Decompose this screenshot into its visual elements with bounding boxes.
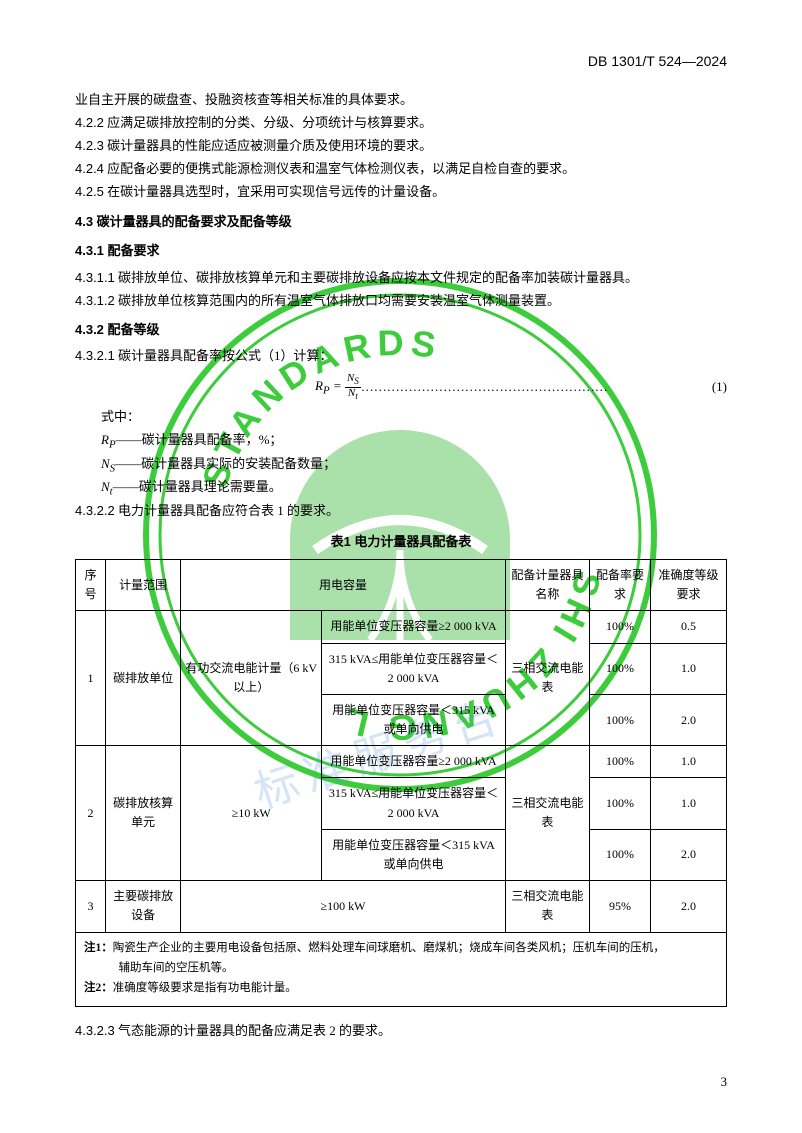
clause-4-3-2-2: 4.3.2.2 电力计量器具配备应符合表 1 的要求。 — [75, 501, 727, 522]
col-scope: 计量范围 — [106, 559, 181, 610]
note-1-cont: 辅助车间的空压机等。 — [84, 959, 718, 977]
intro-continuation: 业自主开展的碳盘查、投融资核查等相关标准的具体要求。 — [75, 90, 727, 111]
clause-4-3-1-2: 4.3.1.2 碳排放单位核算范围内的所有温室气体排放口均需要安装温室气体测量装… — [75, 291, 727, 312]
clause-4-2-3: 4.2.3 碳计量器具的性能应适应被测量介质及使用环境的要求。 — [75, 136, 727, 157]
table1-title: 表1 电力计量器具配备表 — [75, 532, 727, 553]
clause-4-2-5: 4.2.5 在碳计量器具选型时，宜采用可实现信号远传的计量设备。 — [75, 182, 727, 203]
clause-4-2-4: 4.2.4 应配备必要的便携式能源检测仪表和温室气体检测仪表，以满足自检自查的要… — [75, 159, 727, 180]
col-capacity: 用电容量 — [181, 559, 506, 610]
page-number: 3 — [721, 1072, 728, 1093]
heading-4-3-1: 4.3.1 配备要求 — [75, 241, 727, 262]
heading-4-3-2: 4.3.2 配备等级 — [75, 320, 727, 341]
col-rate: 配备率要求 — [589, 559, 650, 610]
clause-4-3-1-1: 4.3.1.1 碳排放单位、碳排放核算单元和主要碳排放设备应按本文件规定的配备率… — [75, 268, 727, 289]
note-1: 注1：陶瓷生产企业的主要用电设备包括原、燃料处理车间球磨机、磨煤机；烧成车间各类… — [84, 939, 718, 957]
document-code: DB 1301/T 524—2024 — [75, 50, 727, 72]
where-label: 式中： — [75, 407, 727, 428]
table1: 序号 计量范围 用电容量 配备计量器具名称 配备率要求 准确度等级要求 1 碳排… — [75, 559, 727, 1007]
clause-4-2-2: 4.2.2 应满足碳排放控制的分类、分级、分项统计与核算要求。 — [75, 113, 727, 134]
where-ns: NS——碳计量器具实际的安装配备数量； — [75, 454, 727, 478]
clause-4-3-2-1: 4.3.2.1 碳计量器具配备率按公式（1）计算： — [75, 346, 727, 367]
where-rp: RP——碳计量器具配备率，%； — [75, 430, 727, 454]
where-nt: Nt——碳计量器具理论需要量。 — [75, 477, 727, 501]
clause-4-3-2-3: 4.3.2.3 气态能源的计量器具的配备应满足表 2 的要求。 — [75, 1021, 727, 1042]
col-seq: 序号 — [76, 559, 106, 610]
table-header-row: 序号 计量范围 用电容量 配备计量器具名称 配备率要求 准确度等级要求 — [76, 559, 727, 610]
col-instrument: 配备计量器具名称 — [505, 559, 589, 610]
formula-1: RP = NSNt ………………………………………………… (1) — [75, 373, 727, 401]
table-notes-row: 注1：陶瓷生产企业的主要用电设备包括原、燃料处理车间球磨机、磨煤机；烧成车间各类… — [76, 932, 727, 1006]
table-row: 1 碳排放单位 有功交流电能计量（6 kV以上） 用能单位变压器容量≥2 000… — [76, 611, 727, 643]
table-row: 3 主要碳排放设备 ≥100 kW 三相交流电能表 95% 2.0 — [76, 881, 727, 932]
col-accuracy: 准确度等级要求 — [651, 559, 727, 610]
heading-4-3: 4.3 碳计量器具的配备要求及配备等级 — [75, 212, 727, 233]
table-row: 2 碳排放核算单元 ≥10 kW 用能单位变压器容量≥2 000 kVA 三相交… — [76, 746, 727, 778]
note-2: 注2：准确度等级要求是指有功电能计量。 — [84, 979, 718, 997]
